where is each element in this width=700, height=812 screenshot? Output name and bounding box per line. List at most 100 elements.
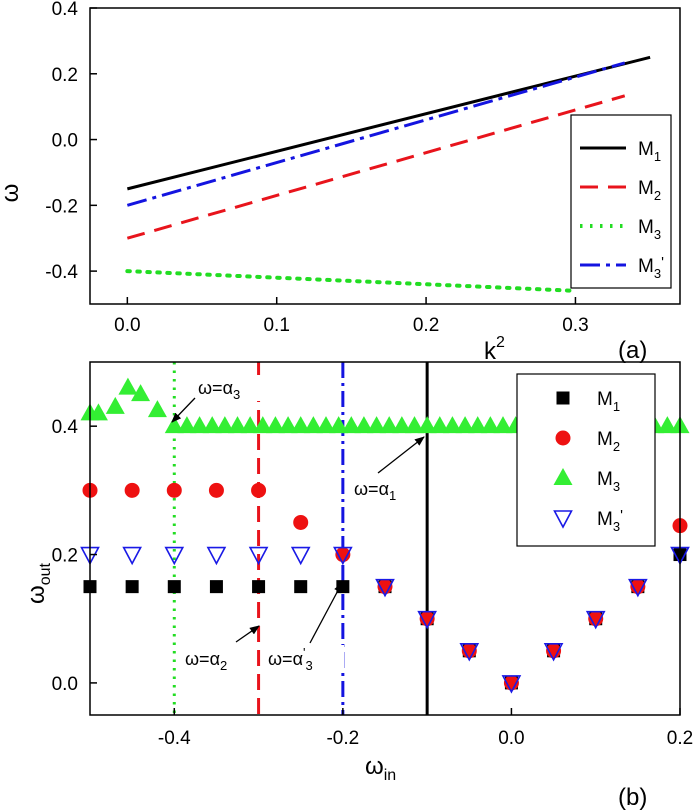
- annot-alpha2-base: ω=α: [185, 649, 220, 669]
- panel-b-point-s2: [293, 514, 309, 530]
- panel-b-point-s3: [455, 416, 475, 434]
- panel-b-legend-label: M1: [597, 389, 620, 414]
- panel-b-xtick-label: 0.0: [498, 728, 524, 749]
- panel-b-point-s2: [166, 482, 182, 498]
- annot-alpha3p: ω=α'3: [268, 645, 313, 673]
- panel-b-point-s3: [131, 384, 151, 402]
- panel-a: 0.0 0.1 0.2 0.3 0.4 0.2 0.0 -0.2 -0.4 ω k2 (a) M…: [0, 0, 681, 365]
- annot-alpha1-bg: [352, 476, 424, 502]
- panel-b-point-s3: [392, 416, 412, 434]
- panel-b-point-s3: [430, 416, 450, 434]
- panel-b-legend-label: M2: [597, 429, 620, 454]
- annot-alpha1: ω=α1: [354, 479, 396, 503]
- panel-b-point-s2: [588, 611, 604, 627]
- panel-a-legend-label: M1: [638, 139, 661, 164]
- panel-a-series-line-3: [125, 269, 578, 293]
- panel-b-point-s1: [294, 580, 308, 594]
- panel-b-ytick-label: 0.0: [52, 674, 78, 695]
- panel-a-ylabel: ω: [0, 184, 24, 203]
- panel-a-series-line-4: [126, 61, 626, 207]
- panel-b-point-s3: [316, 416, 336, 434]
- panel-b-ylabel-sub: out: [37, 562, 54, 585]
- panel-a-ytick-label: -0.4: [45, 262, 78, 283]
- panel-a-xtick-label: 0.2: [413, 315, 439, 336]
- panel-b-point-s4: [290, 546, 311, 566]
- panel-a-xlabel: k2: [484, 334, 505, 365]
- panel-b-point-s3: [354, 416, 374, 434]
- panel-b-point-s3: [417, 416, 437, 434]
- panel-a-label: (a): [618, 337, 647, 364]
- panel-b-point-s3: [329, 416, 349, 434]
- panel-b-point-s3: [442, 416, 462, 434]
- panel-a-legend-box: [570, 114, 672, 289]
- panel-a-frame: [89, 7, 681, 305]
- panel-b-label: (b): [618, 784, 647, 811]
- panel-b-xtick-label: -0.2: [326, 728, 359, 749]
- panel-b-point-s3: [341, 416, 361, 434]
- panel-a-ytick-label: -0.2: [45, 196, 78, 217]
- panel-b-ytick-label: 0.2: [52, 546, 78, 567]
- panel-b-point-s4: [585, 610, 606, 630]
- panel-b-xtick-label: -0.4: [158, 728, 191, 749]
- panel-b-legend-marker: [555, 430, 571, 446]
- panel-b-point-s3: [177, 416, 197, 434]
- panel-b-xlabel-sub: in: [384, 767, 396, 784]
- panel-a-xlabel-base: k: [484, 338, 497, 365]
- panel-b-point-s2: [419, 611, 435, 627]
- panel-b-xlabel: ωin: [365, 753, 396, 784]
- panel-b-legend-marker: [553, 468, 573, 485]
- panel-b-ylabel-base: ω: [23, 585, 50, 604]
- panel-b-legend-label: M3': [597, 507, 623, 534]
- panel-b-legend-label: M3: [597, 469, 620, 494]
- panel-b-point-s3: [105, 396, 125, 414]
- panel-b-point-s3: [240, 416, 260, 434]
- panel-b-point-s4: [122, 546, 142, 566]
- annot-alpha1-arrow: [377, 436, 425, 474]
- panel-b-point-s2: [461, 643, 477, 659]
- annot-alpha3-bg: [196, 375, 264, 401]
- panel-a-legend-label: M3': [638, 254, 664, 281]
- panel-b-point-s3: [147, 400, 167, 418]
- panel-b-point-s3: [118, 377, 138, 395]
- panel-b-point-s3: [468, 416, 488, 434]
- panel-a-ytick-label: 0.0: [52, 131, 78, 152]
- panel-b-point-s4: [459, 643, 480, 662]
- panel-a-legend-label: M2: [638, 178, 661, 203]
- panel-b-point-s4: [248, 546, 269, 566]
- panel-b-point-s3: [291, 416, 311, 434]
- annot-alpha3: ω=α3: [198, 378, 240, 402]
- panel-b-point-s4: [206, 546, 227, 566]
- panel-b-point-s3: [493, 416, 513, 434]
- annot-alpha3p-prime: ': [303, 645, 305, 660]
- panel-b-point-s2: [377, 579, 393, 595]
- panel-b-point-s4: [164, 546, 185, 566]
- annot-alpha2-bg: [183, 645, 253, 673]
- panel-b-point-s2: [335, 547, 351, 563]
- panel-a-series-line-1: [126, 55, 651, 191]
- annot-alpha3p-bg: [266, 645, 344, 673]
- panel-b-ylabel: ωout: [23, 562, 54, 604]
- panel-b-ticks: -0.4 -0.2 0.0 0.2 0.4 0.2 0.0: [52, 417, 694, 749]
- annot-alpha3-base: ω=α: [198, 378, 233, 398]
- panel-a-legend: M1 M2 M3 M3': [570, 114, 672, 289]
- panel-a-series-line-2: [126, 94, 626, 240]
- panel-a-xtick-label: 0.3: [562, 315, 588, 336]
- annot-alpha3-sub: 3: [233, 387, 240, 402]
- panel-b-point-s2: [630, 579, 646, 595]
- annot-alpha2: ω=α2: [185, 649, 227, 673]
- panel-b-point-s3: [88, 403, 108, 421]
- panel-b-legend-marker: [553, 510, 573, 529]
- panel-b-point-s4: [501, 675, 522, 694]
- panel-b-point-s2: [503, 675, 519, 691]
- panel-b-point-s4: [333, 546, 353, 566]
- panel-b-point-s3: [367, 416, 387, 434]
- panel-b-point-s3: [228, 416, 247, 434]
- panel-b-point-s4: [375, 578, 395, 598]
- panel-a-xlabel-sup: 2: [496, 334, 505, 351]
- panel-b-point-s4: [628, 578, 648, 598]
- panel-b-point-s3: [379, 416, 399, 434]
- panel-b-ytick-label: 0.4: [52, 417, 79, 438]
- panel-b-point-s1: [125, 580, 139, 594]
- panel-a-xtick-label: 0.1: [263, 315, 289, 336]
